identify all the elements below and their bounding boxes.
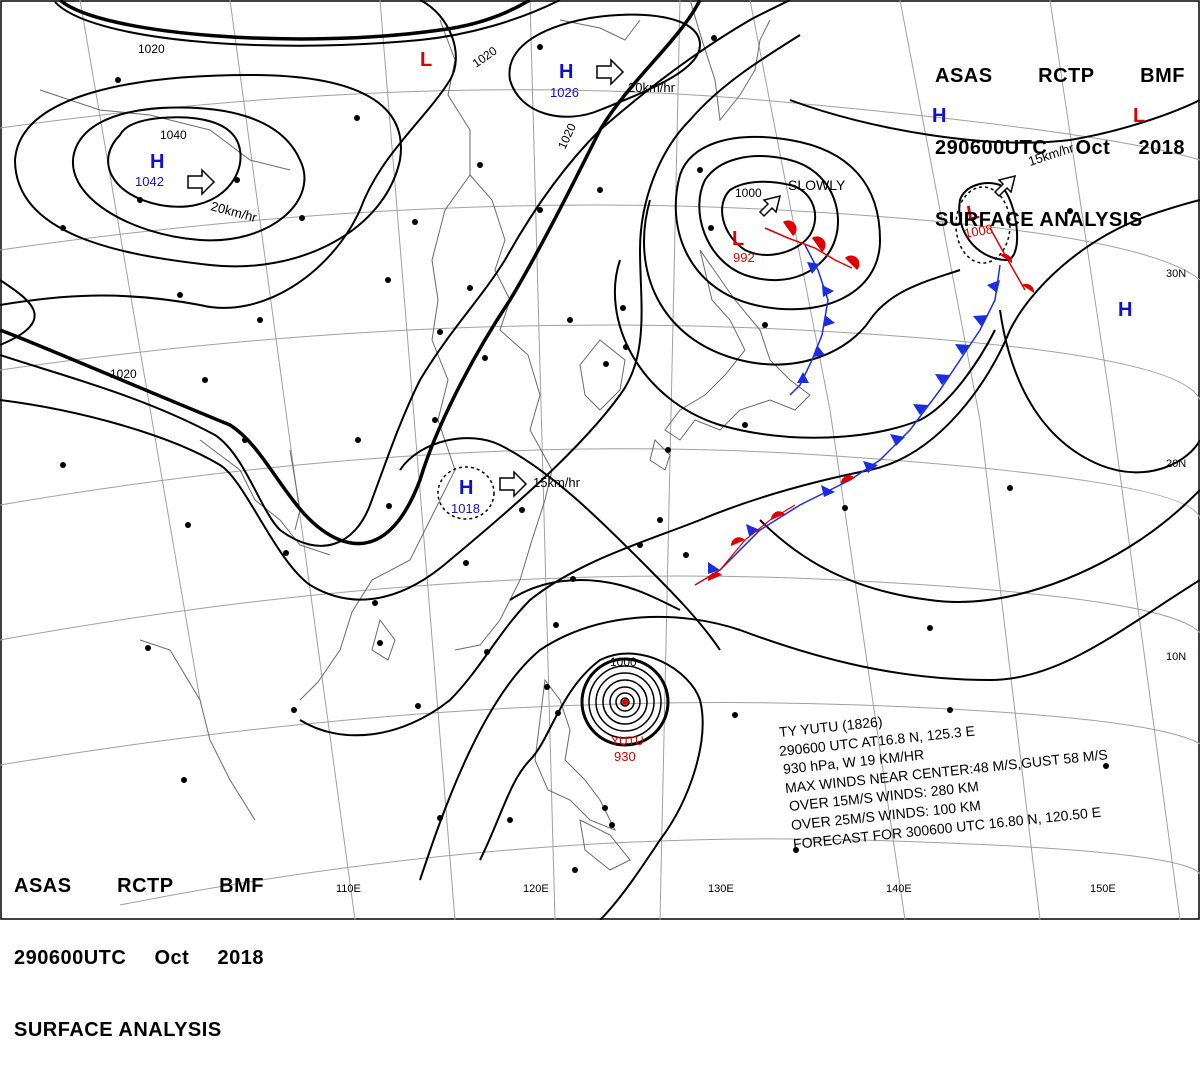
year-label: 2018 [217, 947, 264, 969]
lon-label-120e: 120E [523, 883, 549, 895]
isobar-1020 [0, 0, 702, 546]
typhoon-isobars [580, 657, 670, 747]
lon-label-150e: 150E [1090, 883, 1116, 895]
isobar-label-1020-d: 1020 [110, 367, 137, 381]
datetime-label: 290600UTC [14, 947, 127, 969]
front-from-low-1008 [694, 227, 1035, 586]
lon-label-130e: 130E [708, 883, 734, 895]
month-label: Oct [154, 947, 190, 969]
isobar-label-1040: 1040 [160, 128, 187, 142]
weather-map: 110E 120E 130E 140E 150E 30N 20N 10N 104… [0, 0, 1200, 920]
high-1018-symbol: H [459, 477, 473, 499]
product-label: SURFACE ANALYSIS [935, 209, 1143, 231]
isobar-label-1000-typhoon: 1000 [610, 655, 637, 669]
month-label: Oct [1075, 137, 1111, 159]
title-top-right: ASAS RCTP BMF 290600UTC Oct 2018 SURFACE ANA… [935, 16, 1185, 256]
low-north-symbol: L [420, 49, 432, 71]
agency-label: ASAS [935, 65, 993, 87]
source-label: BMF [219, 875, 264, 897]
high-1026-pressure: 1026 [550, 85, 579, 100]
lat-label-20n: 20N [1166, 458, 1186, 470]
motion-arrows [187, 58, 1017, 498]
isobars [0, 0, 1200, 920]
low-992: L 992 SLOWLY [732, 177, 846, 265]
product-label: SURFACE ANALYSIS [14, 1019, 222, 1041]
station-plots [60, 35, 1109, 873]
arrow-high-1026 [596, 58, 625, 86]
latitude-labels: 30N 20N 10N [1166, 268, 1186, 663]
lat-label-30n: 30N [1166, 268, 1186, 280]
source-label: BMF [1140, 65, 1185, 87]
high-1042-pressure: 1042 [135, 174, 164, 189]
high-east-b-symbol: H [1118, 299, 1132, 321]
high-1018-pressure: 1018 [451, 501, 480, 516]
center-label: RCTP [1038, 65, 1095, 87]
high-1018: H 1018 15km/hr [451, 475, 581, 516]
arrow-high-1018 [499, 470, 528, 498]
title-bottom-left: ASAS RCTP BMF 290600UTC Oct 2018 SURFACE ANA… [14, 826, 264, 1066]
isobar-label-1020-a: 1020 [138, 42, 165, 56]
high-1026-motion: 20km/hr [628, 80, 676, 95]
lon-label-140e: 140E [886, 883, 912, 895]
latitude-lines [0, 89, 1200, 906]
high-1026-symbol: H [559, 61, 573, 83]
datetime-label: 290600UTC [935, 137, 1048, 159]
front-from-low-992 [764, 220, 860, 396]
feature-circles [437, 186, 1011, 520]
agency-label: ASAS [14, 875, 72, 897]
low-east-symbol: L [1133, 105, 1145, 127]
typhoon-info-block: TY YUTU (1826) 290600 UTC AT16.8 N, 125.… [778, 713, 1198, 864]
typhoon-center [622, 699, 628, 705]
high-1018-motion: 15km/hr [533, 475, 581, 490]
lon-label-110e: 110E [336, 883, 361, 895]
typhoon-pressure: 930 [614, 749, 636, 764]
center-label: RCTP [117, 875, 174, 897]
typhoon-name: YUTU [611, 734, 644, 748]
arrow-high-1042 [187, 168, 216, 196]
low-992-pressure: 992 [733, 250, 755, 265]
year-label: 2018 [1138, 137, 1185, 159]
high-east-a-symbol: H [932, 105, 946, 127]
map-frame [0, 0, 1200, 920]
high-1026: H 1026 20km/hr [550, 61, 676, 100]
typhoon-yutu: YUTU 930 [611, 734, 644, 764]
low-1008-symbol: L [965, 201, 981, 225]
low-992-motion: SLOWLY [788, 177, 846, 193]
low-992-symbol: L [732, 228, 744, 250]
arrow-low-1008 [993, 174, 1017, 198]
isobar-label-1000-low: 1000 [735, 186, 762, 200]
longitude-labels: 110E 120E 130E 140E 150E [336, 883, 1116, 895]
lat-label-10n: 10N [1166, 651, 1186, 663]
high-1042-symbol: H [150, 151, 164, 173]
arrow-low-992 [758, 194, 782, 218]
low-1008-pressure: 1008 [963, 221, 994, 241]
